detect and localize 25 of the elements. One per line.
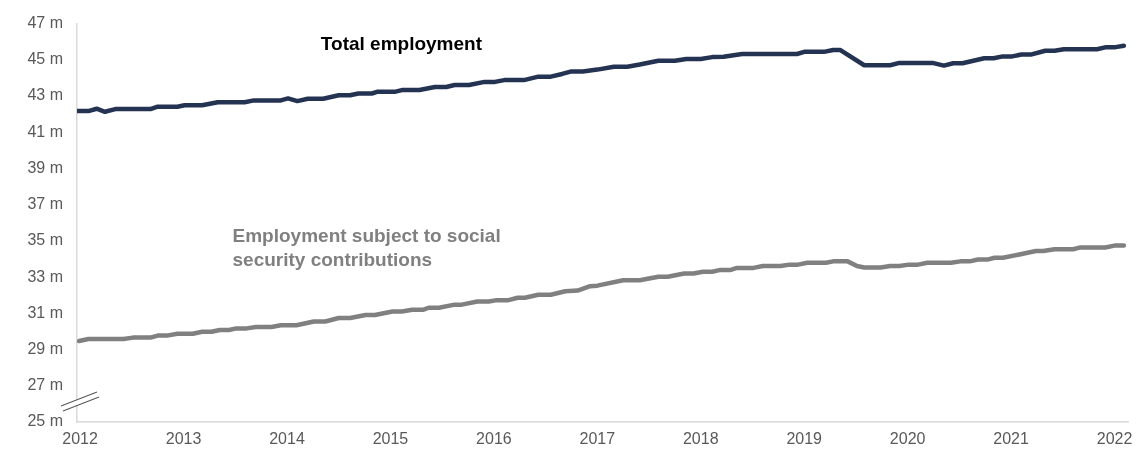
x-tick-label: 2015 [372, 430, 409, 448]
series-label: Total employment [320, 32, 483, 54]
x-tick-label: 2013 [165, 430, 202, 448]
x-tick-label: 2012 [62, 430, 98, 448]
x-tick-label: 2017 [579, 430, 616, 448]
y-tick-label: 43 m [27, 86, 63, 104]
y-tick-label: 33 m [27, 267, 63, 285]
y-tick-label: 41 m [27, 122, 63, 140]
y-tick-label: 47 m [27, 14, 63, 32]
x-tick-label: 2014 [269, 430, 305, 448]
x-tick-label: 2020 [889, 430, 926, 448]
y-tick-label: 35 m [27, 231, 63, 249]
y-tick-label: 45 m [27, 50, 63, 68]
y-tick-label: 25 m [27, 412, 63, 430]
x-tick-label: 2021 [993, 430, 1030, 448]
x-tick-label: 2018 [682, 430, 719, 448]
x-tick-label: 2019 [786, 430, 823, 448]
y-tick-label: 31 m [27, 303, 63, 321]
series-label: Employment subject to social security contributions [232, 224, 501, 270]
y-tick-label: 39 m [27, 158, 63, 176]
y-tick-label: 27 m [27, 376, 63, 394]
x-tick-label: 2016 [476, 430, 512, 448]
x-tick-label: 2022 [1096, 430, 1133, 448]
y-tick-label: 29 m [27, 339, 63, 357]
y-tick-label: 37 m [27, 195, 63, 213]
